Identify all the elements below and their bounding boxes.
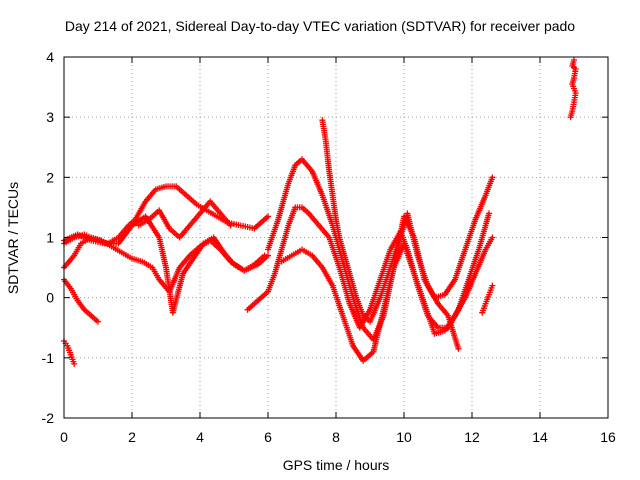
x-tick-label: 16 xyxy=(600,429,616,445)
x-tick-label: 12 xyxy=(464,429,480,445)
x-tick-label: 6 xyxy=(264,429,272,445)
x-tick-label: 0 xyxy=(60,429,68,445)
axis-ticks xyxy=(63,56,609,419)
data-point xyxy=(95,318,101,325)
x-tick-label: 4 xyxy=(196,429,204,445)
series-track-12 xyxy=(567,57,579,121)
data-point xyxy=(265,213,271,220)
x-tick-label: 14 xyxy=(532,429,548,445)
series-track-3 xyxy=(61,276,101,325)
data-points xyxy=(61,57,579,367)
y-axis-label: SDTVAR / TECUs xyxy=(5,182,21,294)
y-tick-label: 2 xyxy=(46,169,54,185)
y-tick-label: 4 xyxy=(46,49,54,65)
y-tick-label: -1 xyxy=(42,350,55,366)
data-point xyxy=(489,174,496,181)
data-point xyxy=(489,282,496,289)
data-point xyxy=(489,234,496,241)
data-point xyxy=(71,360,78,367)
data-point xyxy=(486,210,492,217)
y-tick-labels: -2 -1 0 1 2 3 4 xyxy=(42,49,55,426)
y-tick-label: 0 xyxy=(46,290,54,306)
x-tick-label: 10 xyxy=(396,429,412,445)
data-point xyxy=(455,345,462,352)
y-tick-label: -2 xyxy=(42,410,55,426)
chart-title: Day 214 of 2021, Sidereal Day-to-day VTE… xyxy=(65,18,575,34)
series-track-10 xyxy=(319,117,462,352)
series-track-6 xyxy=(135,198,234,241)
x-tick-label: 8 xyxy=(332,429,340,445)
data-point xyxy=(227,222,234,229)
y-tick-label: 3 xyxy=(46,109,54,125)
x-tick-labels: 0 2 4 6 8 10 12 14 16 xyxy=(60,429,616,445)
data-point xyxy=(571,57,577,64)
data-point xyxy=(261,252,268,259)
x-axis-label: GPS time / hours xyxy=(283,457,390,473)
y-tick-label: 1 xyxy=(46,230,54,246)
series-track-11 xyxy=(479,282,496,316)
series-track-9 xyxy=(278,234,496,364)
series-track-4 xyxy=(61,337,78,367)
series-track-5 xyxy=(61,213,268,316)
x-tick-label: 2 xyxy=(128,429,136,445)
